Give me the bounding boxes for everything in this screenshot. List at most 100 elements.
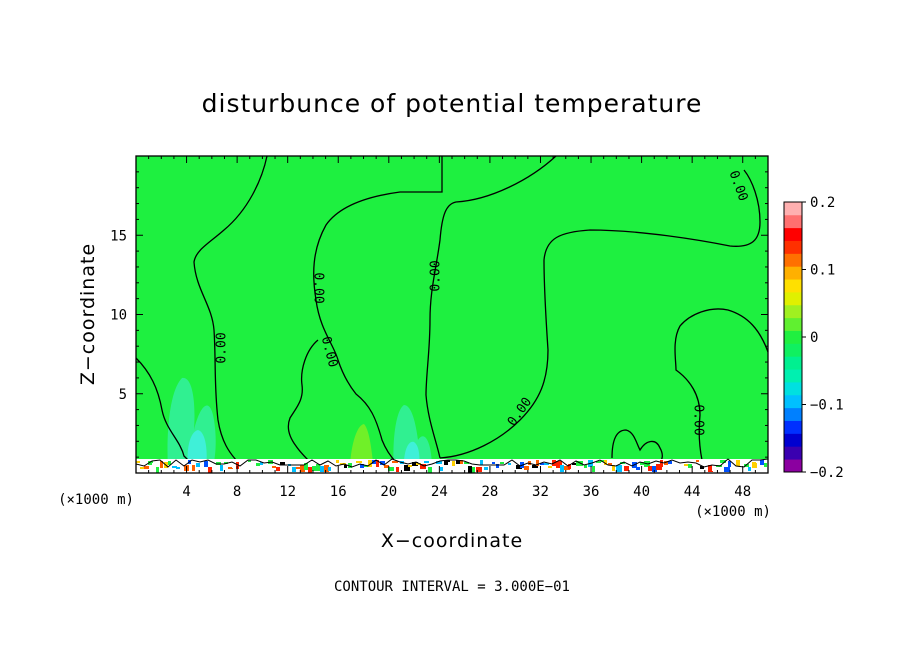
- surface-cell: [264, 460, 270, 462]
- surface-cell: [756, 461, 760, 463]
- y-tick-label: 5: [119, 387, 127, 403]
- surface-cell: [504, 462, 507, 464]
- contour-label: 0.00: [215, 332, 230, 363]
- surface-cell: [396, 467, 399, 472]
- colorbar-tick-label: −0.2: [810, 465, 844, 481]
- surface-cell: [536, 460, 539, 466]
- surface-cell: [544, 463, 549, 465]
- contour-line: [287, 339, 319, 463]
- colorbar: 0.2 0.1 0 −0.1 −0.2: [783, 195, 844, 481]
- plot-area: 0.00 0.00 0.00 0.00 0.00 0.00 0.00 4 8 12 1…: [110, 155, 769, 500]
- surface-cell: [732, 466, 735, 472]
- colorbar-tick-label: −0.1: [810, 398, 844, 414]
- surface-cell: [664, 461, 668, 465]
- surface-cell: [676, 461, 680, 467]
- colorbar-swatch: [784, 330, 802, 344]
- surface-cell: [404, 465, 410, 471]
- contour-line: [611, 429, 663, 463]
- x-tick-label: 8: [233, 484, 241, 500]
- surface-cell: [516, 465, 522, 469]
- y-axis-unit: (×1000 m): [58, 492, 134, 508]
- surface-cell: [348, 463, 352, 468]
- surface-cell: [140, 467, 144, 469]
- surface-cell: [244, 466, 249, 469]
- surface-cell: [548, 466, 552, 468]
- colorbar-swatch: [784, 304, 802, 319]
- x-tick-label: 44: [684, 484, 701, 500]
- surface-cell: [488, 465, 493, 471]
- colorbar-swatch: [784, 433, 802, 447]
- surface-cell: [260, 462, 263, 465]
- surface-cell: [148, 461, 153, 465]
- contour-label: 0.00: [429, 260, 444, 291]
- surface-cell: [764, 463, 767, 467]
- surface-cell: [252, 461, 257, 468]
- surface-cell: [672, 463, 675, 466]
- surface-cell: [272, 466, 276, 468]
- surface-cell: [344, 465, 347, 468]
- contour-line: [313, 156, 443, 463]
- surface-cell: [576, 461, 580, 466]
- surface-cell: [152, 463, 157, 468]
- colorbar-swatch: [784, 420, 802, 434]
- x-tick-label: 12: [279, 484, 296, 500]
- surface-cell: [696, 460, 699, 462]
- surface-cell: [688, 464, 694, 468]
- surface-cell: [724, 467, 730, 472]
- surface-cell: [636, 467, 640, 470]
- surface-cell: [248, 460, 251, 462]
- x-axis-unit: (×1000 m): [695, 504, 771, 520]
- surface-cell: [176, 467, 180, 469]
- colorbar-swatch: [784, 369, 802, 383]
- x-tick-label: 20: [380, 484, 397, 500]
- surface-cell: [492, 462, 495, 464]
- surface-cell: [532, 465, 538, 468]
- surface-cell: [616, 465, 622, 472]
- contour-line: [193, 155, 268, 461]
- surface-cell: [612, 465, 615, 471]
- surface-cell: [420, 464, 426, 469]
- surface-cell: [304, 463, 308, 470]
- surface-cell: [408, 465, 412, 467]
- surface-cell: [752, 462, 757, 468]
- colorbar-swatch: [784, 253, 802, 267]
- colorbar-tick-label: 0: [810, 330, 818, 346]
- surface-cell: [336, 460, 339, 463]
- surface-cell: [196, 463, 202, 467]
- surface-cell: [568, 464, 571, 469]
- contour-interval-note: CONTOUR INTERVAL = 3.000E−01: [334, 579, 570, 595]
- surface-cell: [356, 461, 362, 463]
- colorbar-swatch: [784, 394, 802, 409]
- y-tick-label: 10: [110, 308, 127, 324]
- surface-cell: [480, 460, 483, 465]
- surface-cell: [316, 464, 320, 471]
- surface-cell: [352, 463, 358, 467]
- surface-cell: [468, 466, 472, 473]
- surface-cell: [556, 461, 562, 468]
- surface-cell: [212, 465, 218, 471]
- surface-cell: [144, 466, 149, 469]
- colorbar-tick-label: 0.1: [810, 263, 835, 279]
- surface-cell: [760, 460, 764, 465]
- surface-cell: [384, 465, 389, 468]
- zero-contours: [135, 155, 769, 463]
- surface-cell: [440, 467, 443, 471]
- surface-cell: [204, 461, 208, 467]
- x-tick-label: 28: [481, 484, 498, 500]
- surface-cell: [656, 464, 662, 470]
- contour-line: [425, 155, 557, 459]
- x-tick-label: 24: [431, 484, 448, 500]
- surface-cell: [512, 464, 516, 468]
- surface-cell: [564, 466, 570, 470]
- surface-cell: [700, 466, 705, 469]
- colorbar-swatch: [784, 407, 802, 421]
- surface-cell: [376, 460, 379, 467]
- surface-cell: [236, 462, 239, 469]
- contour-label: 0.00: [311, 272, 326, 303]
- colorbar-swatch: [784, 227, 802, 241]
- surface-cell: [436, 461, 442, 464]
- surface-cell: [736, 460, 740, 466]
- surface-cell: [596, 461, 601, 463]
- contour-line: [439, 169, 761, 459]
- surface-cell: [540, 463, 544, 465]
